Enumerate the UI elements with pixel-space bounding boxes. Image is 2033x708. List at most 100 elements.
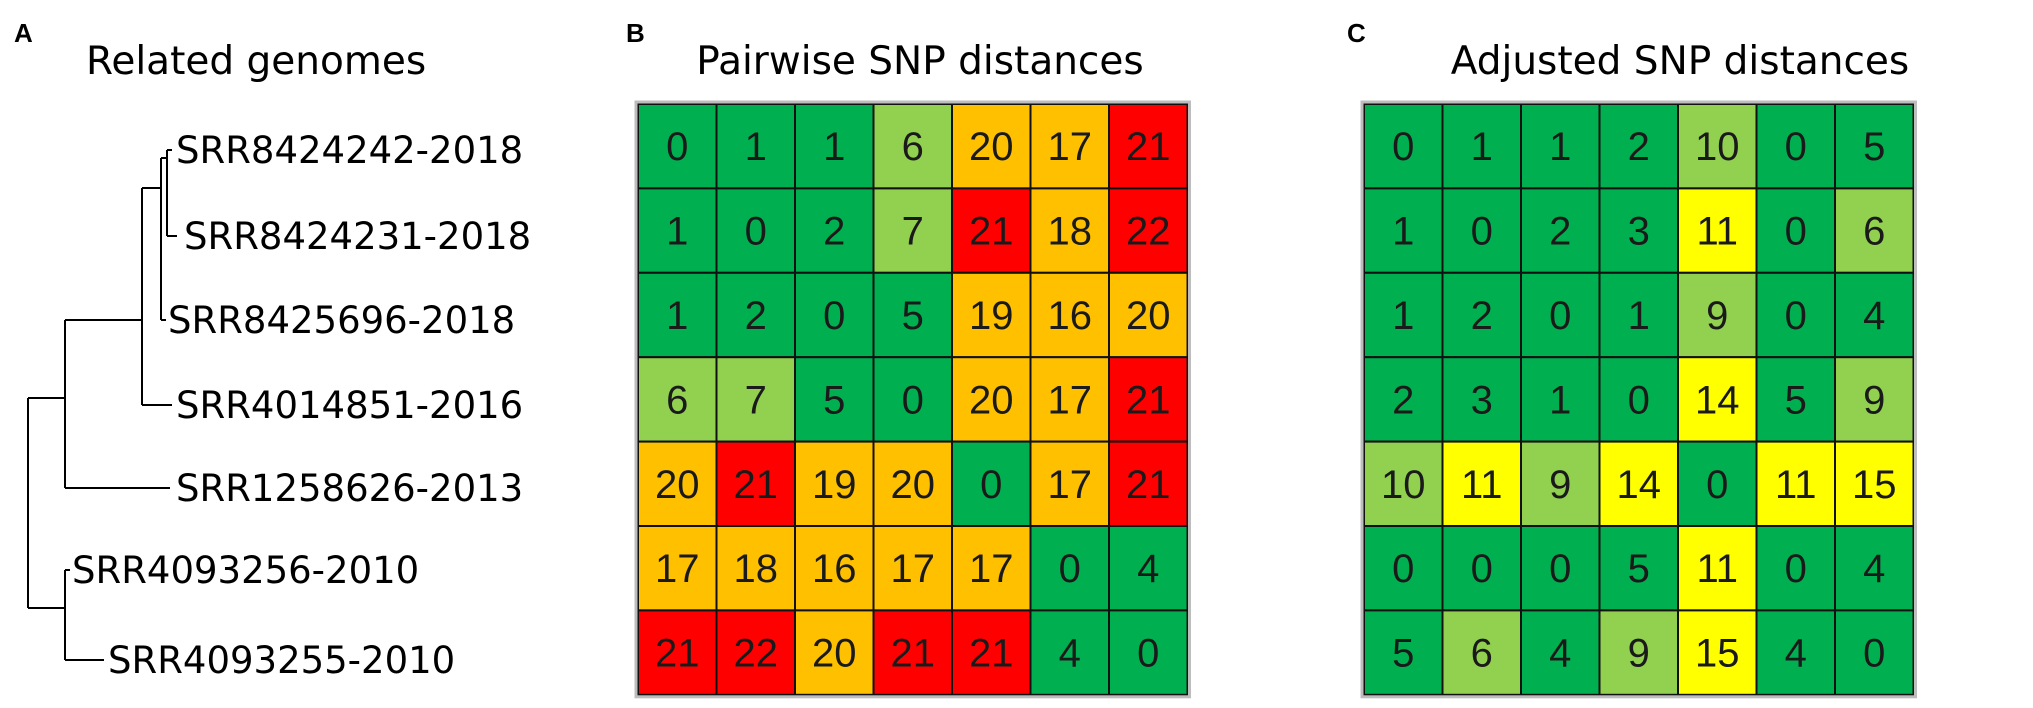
matrix-cell xyxy=(1108,356,1189,443)
matrix-cell xyxy=(1108,103,1189,190)
pairwise-snp-matrix: 0 1 1 6 20 17 211 0 2 7 21 18 221 2 0 5 19 16 206 7 5 0 20 17 21… xyxy=(634,100,1191,699)
matrix-cell xyxy=(872,609,953,696)
leaf-label: SRR4093255-2010 xyxy=(108,639,455,682)
matrix-cell-value: 22 xyxy=(1126,210,1171,254)
matrix-cell-value: 5 xyxy=(1785,378,1807,422)
matrix-cell xyxy=(1834,440,1915,528)
matrix-cell xyxy=(1755,356,1836,443)
matrix-cell xyxy=(1677,440,1758,528)
matrix-cell xyxy=(1677,187,1758,274)
matrix-cell-value: 6 xyxy=(1863,210,1885,254)
matrix-cell-value: 21 xyxy=(1126,378,1171,422)
adjusted-snp-matrix: 0 1 1 2 10 0 51 0 2 3 11 0 61 2 0 1 9 0 42 3 1 0 14 5 910 11 9 14 0 1… xyxy=(1360,100,1917,699)
matrix-cell-value: 1 xyxy=(823,125,845,169)
matrix-cell-value: 3 xyxy=(1471,378,1493,422)
matrix-cell xyxy=(1029,609,1110,696)
matrix-cell-value: 0 xyxy=(1392,547,1414,591)
matrix-cell-value: 4 xyxy=(1863,547,1885,591)
matrix-cell-value: 17 xyxy=(969,547,1014,591)
matrix-cell xyxy=(872,440,953,528)
matrix-cell xyxy=(951,609,1032,696)
matrix-cell xyxy=(1755,609,1836,696)
matrix-cell-value: 0 xyxy=(1471,547,1493,591)
matrix-cell-value: 9 xyxy=(1549,463,1571,507)
matrix-cell xyxy=(794,440,875,528)
matrix-cell-value: 1 xyxy=(1392,294,1414,338)
matrix-cell-value: 2 xyxy=(1471,294,1493,338)
matrix-cell-value: 0 xyxy=(1785,547,1807,591)
matrix-cell-value: 20 xyxy=(1126,294,1171,338)
matrix-cell-value: 19 xyxy=(812,463,857,507)
matrix-cell xyxy=(1441,103,1522,190)
matrix-cell-value: 9 xyxy=(1628,632,1650,676)
matrix-cell-value: 1 xyxy=(1549,378,1571,422)
matrix-cell-value: 0 xyxy=(1706,463,1728,507)
matrix-cell-value: 4 xyxy=(1059,632,1081,676)
matrix-cell-value: 0 xyxy=(1863,632,1885,676)
matrix-cell-value: 0 xyxy=(980,463,1002,507)
matrix-cell xyxy=(1441,271,1522,359)
matrix-cell-value: 5 xyxy=(1863,125,1885,169)
matrix-cell-value: 0 xyxy=(1785,294,1807,338)
matrix-cell-value: 21 xyxy=(1126,125,1171,169)
matrix-cell-value: 2 xyxy=(1549,210,1571,254)
matrix-cell xyxy=(1520,187,1601,274)
matrix-cell xyxy=(951,356,1032,443)
matrix-cell-value: 5 xyxy=(823,378,845,422)
matrix-cell-value: 4 xyxy=(1863,294,1885,338)
matrix-cell-value: 10 xyxy=(1381,463,1426,507)
phylogenetic-tree xyxy=(27,149,177,661)
matrix-cell xyxy=(1598,103,1679,190)
matrix-cell xyxy=(715,103,796,190)
matrix-cell-value: 11 xyxy=(1775,463,1817,507)
matrix-cell xyxy=(951,271,1032,359)
matrix-cell-value: 11 xyxy=(1696,547,1738,591)
matrix-cell-value: 9 xyxy=(1863,378,1885,422)
matrix-cell-value: 0 xyxy=(1137,632,1159,676)
matrix-cell xyxy=(1108,609,1189,696)
matrix-cell-value: 0 xyxy=(666,125,688,169)
panel-a-letter: A xyxy=(14,18,33,48)
matrix-cell-value: 20 xyxy=(969,378,1014,422)
matrix-cell-value: 0 xyxy=(1628,378,1650,422)
matrix-cell-value: 2 xyxy=(1392,378,1414,422)
panel-a-title: Related genomes xyxy=(86,39,426,84)
matrix-cell-value: 19 xyxy=(969,294,1014,338)
matrix-cell-value: 17 xyxy=(1048,125,1093,169)
matrix-cell-value: 3 xyxy=(1628,210,1650,254)
matrix-cell xyxy=(1029,103,1110,190)
matrix-cell-value: 18 xyxy=(734,547,779,591)
matrix-cell xyxy=(1363,187,1444,274)
matrix-cell xyxy=(1108,187,1189,274)
panel-a: A Related genomes xyxy=(14,18,531,682)
matrix-cell xyxy=(794,271,875,359)
matrix-cell xyxy=(1598,271,1679,359)
matrix-cell-value: 6 xyxy=(1471,632,1493,676)
matrix-cell-value: 1 xyxy=(745,125,767,169)
leaf-label: SRR8424231-2018 xyxy=(184,215,531,258)
matrix-cell-value: 5 xyxy=(1392,632,1414,676)
matrix-cell-value: 11 xyxy=(1696,210,1738,254)
matrix-cell xyxy=(1755,187,1836,274)
matrix-cell xyxy=(1598,187,1679,274)
leaf-label: SRR4093256-2010 xyxy=(72,549,419,592)
matrix-cell xyxy=(1755,440,1836,528)
matrix-cell xyxy=(1029,356,1110,443)
matrix-cell xyxy=(1520,103,1601,190)
matrix-cell-value: 15 xyxy=(1695,632,1740,676)
matrix-cell-value: 0 xyxy=(1549,294,1571,338)
matrix-cell-value: 0 xyxy=(1059,547,1081,591)
matrix-cell-value: 15 xyxy=(1852,463,1897,507)
matrix-cell-value: 2 xyxy=(823,210,845,254)
matrix-cell-value: 0 xyxy=(1785,125,1807,169)
matrix-cell-value: 6 xyxy=(666,378,688,422)
matrix-cell xyxy=(1520,609,1601,696)
panel-c: C Adjusted SNP distances 0 1 1 2 10 0 51 0 2 3 11 0… xyxy=(1347,18,1917,699)
matrix-cell-value: 10 xyxy=(1695,125,1740,169)
matrix-cell-value: 21 xyxy=(969,632,1014,676)
matrix-cell xyxy=(715,356,796,443)
matrix-cell xyxy=(872,271,953,359)
matrix-cell-value: 21 xyxy=(655,632,700,676)
matrix-cell xyxy=(1677,356,1758,443)
leaf-label: SRR1258626-2013 xyxy=(176,467,523,510)
